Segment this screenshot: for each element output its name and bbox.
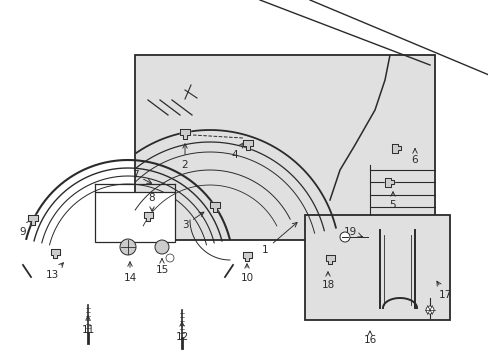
Text: 2: 2 <box>182 144 188 170</box>
Text: 7: 7 <box>131 170 151 183</box>
Polygon shape <box>209 202 220 212</box>
Polygon shape <box>243 140 252 150</box>
Circle shape <box>165 254 174 262</box>
Polygon shape <box>50 249 60 258</box>
Polygon shape <box>180 129 190 139</box>
Circle shape <box>339 232 349 242</box>
Text: 4: 4 <box>231 143 243 160</box>
Circle shape <box>120 239 136 255</box>
Circle shape <box>155 240 169 254</box>
Text: 5: 5 <box>389 192 395 210</box>
Polygon shape <box>385 177 393 186</box>
Text: 10: 10 <box>240 264 253 283</box>
Text: 15: 15 <box>155 259 168 275</box>
Text: 9: 9 <box>20 220 31 237</box>
Polygon shape <box>28 215 38 225</box>
Circle shape <box>425 306 433 314</box>
Text: 16: 16 <box>363 331 376 345</box>
Text: 18: 18 <box>321 272 334 290</box>
Text: 14: 14 <box>123 262 136 283</box>
Bar <box>135 55 434 240</box>
Text: 6: 6 <box>411 149 417 165</box>
Polygon shape <box>242 252 251 261</box>
Text: 1: 1 <box>261 222 297 255</box>
Text: 11: 11 <box>81 316 95 335</box>
Polygon shape <box>391 144 401 153</box>
Text: 12: 12 <box>175 322 188 342</box>
Polygon shape <box>143 212 152 221</box>
Text: 17: 17 <box>436 281 451 300</box>
Polygon shape <box>325 255 334 264</box>
Text: 3: 3 <box>182 212 203 230</box>
Text: 19: 19 <box>343 227 362 237</box>
Text: 13: 13 <box>45 263 63 280</box>
Bar <box>95 192 175 242</box>
Text: 8: 8 <box>148 193 155 211</box>
Bar <box>305 215 449 320</box>
